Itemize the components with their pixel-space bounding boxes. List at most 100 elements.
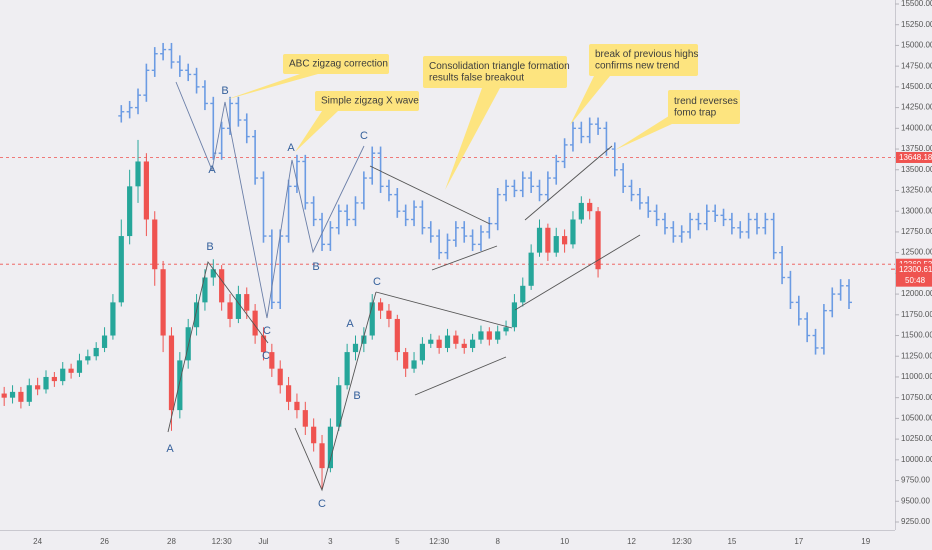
- candle-body: [244, 294, 250, 311]
- candle-body: [495, 331, 501, 340]
- candle-body: [252, 310, 258, 336]
- callout-box: [589, 44, 698, 76]
- trend-lines: [167, 81, 641, 492]
- y-tick-label: 9500.00: [901, 496, 930, 505]
- y-tick-label: 14500.00: [901, 82, 932, 91]
- callout-text: Simple zigzag X wave: [321, 96, 419, 107]
- x-tick-label: 12:30: [672, 537, 693, 546]
- last-price-box: [896, 263, 932, 287]
- x-tick-label: 17: [794, 537, 803, 546]
- y-tick-label: 14250.00: [901, 103, 932, 112]
- callout-box: [315, 91, 419, 111]
- wave-label: C: [262, 350, 270, 362]
- candle-body: [210, 269, 216, 278]
- candle-body: [503, 327, 509, 332]
- candle-body: [511, 302, 518, 328]
- trend-line: [175, 81, 365, 319]
- candle-body: [260, 335, 267, 353]
- y-tick-label: 15500.00: [901, 0, 932, 8]
- y-tick-label: 11000.00: [901, 372, 932, 381]
- candle-body: [285, 385, 292, 402]
- candle-body: [419, 343, 426, 361]
- x-tick-label: 15: [727, 537, 736, 546]
- trend-line: [414, 356, 507, 396]
- callout-text: break of previous highs: [595, 49, 698, 60]
- x-tick-label: 10: [560, 537, 569, 546]
- candle-body: [135, 161, 141, 187]
- candle-body: [386, 310, 392, 319]
- x-tick-label: Jul: [258, 537, 268, 546]
- y-tick-label: 13500.00: [901, 165, 932, 174]
- candle-body: [110, 302, 116, 336]
- candle-body: [227, 302, 233, 319]
- callout-box: [668, 90, 740, 124]
- candle-body: [160, 269, 166, 336]
- y-tick-label: 14000.00: [901, 123, 932, 132]
- wave-label: A: [208, 164, 216, 176]
- candle-body: [202, 277, 208, 303]
- countdown-label: 50:48: [905, 276, 926, 285]
- callout-box: [423, 56, 567, 88]
- callout-text: Consolidation triangle formation: [429, 61, 570, 72]
- candle-body: [9, 391, 16, 398]
- wave-label: A: [166, 443, 174, 455]
- candle-body: [1, 393, 7, 398]
- candle-body: [587, 202, 593, 212]
- y-tick-label: 11750.00: [901, 310, 932, 319]
- candle-body: [101, 335, 108, 348]
- candle-body: [43, 376, 49, 390]
- candle-body: [486, 331, 492, 340]
- candle-body: [520, 285, 526, 303]
- y-tick-label: 10750.00: [901, 393, 932, 402]
- x-tick-label: 3: [328, 537, 333, 546]
- callout: Consolidation triangle formationresults …: [423, 56, 570, 190]
- trend-line: [524, 145, 613, 221]
- candle-body: [361, 335, 367, 344]
- callout: Simple zigzag X wave: [295, 91, 419, 152]
- candle-body: [428, 339, 434, 344]
- candle-body: [578, 202, 584, 220]
- candle-body: [377, 302, 384, 311]
- callout-text: trend reverses: [674, 96, 738, 107]
- candle-body: [469, 339, 476, 348]
- wave-label: C: [263, 325, 271, 337]
- candle-body: [327, 426, 333, 469]
- y-tick-label: 10250.00: [901, 434, 932, 443]
- candle-body: [60, 368, 66, 382]
- candle-body: [319, 443, 325, 469]
- y-tick-label: 9750.00: [901, 476, 930, 485]
- candle-body: [35, 385, 41, 390]
- trend-line: [294, 291, 377, 492]
- callout: ABC zigzag correction: [225, 54, 389, 100]
- callout-pointer: [295, 111, 338, 152]
- candle-body: [453, 335, 459, 344]
- callout-pointer: [445, 88, 500, 190]
- x-tick-label: 19: [861, 537, 870, 546]
- candle-body: [545, 227, 551, 253]
- wave-label: C: [373, 276, 381, 288]
- callout-text: ABC zigzag correction: [289, 59, 388, 70]
- candle-body: [294, 401, 300, 411]
- callout-pointer: [225, 74, 318, 100]
- y-tick-label: 11500.00: [901, 331, 932, 340]
- candle-body: [193, 302, 200, 328]
- candle-body: [127, 186, 133, 237]
- candle-body: [336, 385, 342, 427]
- callout-text: confirms new trend: [595, 60, 679, 71]
- callout-text: results false breakout: [429, 72, 524, 83]
- x-tick-label: 12:30: [429, 537, 450, 546]
- candle-body: [26, 385, 32, 402]
- trend-line: [514, 234, 641, 311]
- price-label-box: [896, 151, 932, 163]
- candle-body: [51, 376, 57, 382]
- candle-body: [403, 352, 409, 369]
- candle-body: [18, 391, 24, 402]
- candle-body: [352, 343, 359, 353]
- x-tick-label: 26: [100, 537, 109, 546]
- callout-pointer: [615, 114, 672, 150]
- y-tick-label: 13250.00: [901, 186, 932, 195]
- wave-label: C: [360, 130, 368, 142]
